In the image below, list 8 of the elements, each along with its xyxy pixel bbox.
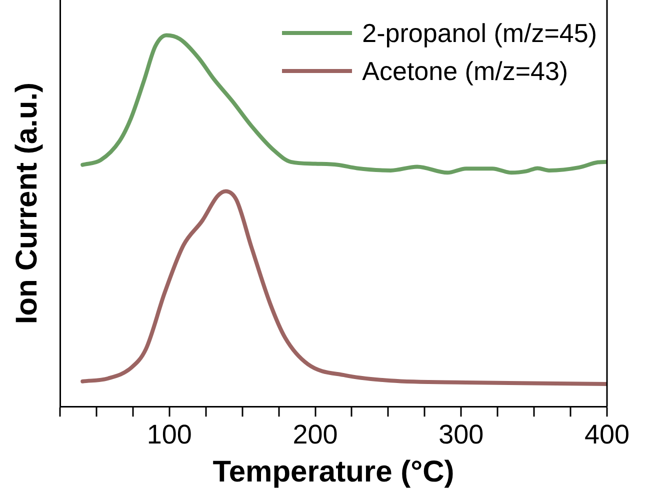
legend-label: Acetone (m/z=43): [362, 55, 568, 88]
x-tick-label: 200: [292, 419, 338, 450]
x-tick-label: 300: [438, 419, 484, 450]
x-axis-title: Temperature (°C): [212, 455, 454, 488]
legend-label: 2-propanol (m/z=45): [362, 17, 597, 50]
y-axis-title: Ion Current (a.u.): [10, 82, 44, 324]
x-tick-label: 100: [146, 419, 192, 450]
x-tick-label: 400: [584, 419, 630, 450]
